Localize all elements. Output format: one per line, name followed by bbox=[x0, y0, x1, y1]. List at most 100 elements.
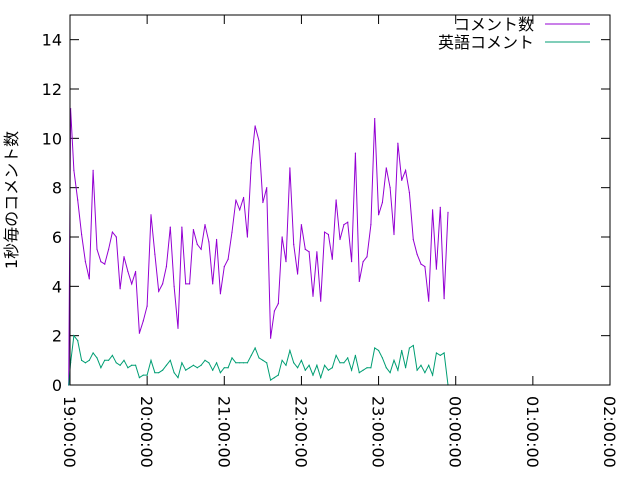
series-0-point-2 bbox=[73, 169, 75, 171]
series-0-point-87 bbox=[401, 179, 403, 181]
series-1-point-97 bbox=[439, 354, 441, 356]
series-0-point-6 bbox=[88, 278, 90, 280]
series-0-point-96 bbox=[435, 268, 438, 270]
series-1-point-90 bbox=[412, 344, 414, 347]
series-0-point-12 bbox=[111, 231, 114, 233]
series-1-point-7 bbox=[92, 352, 94, 354]
series-1-point-40 bbox=[219, 372, 222, 374]
series-0-point-72 bbox=[343, 224, 345, 226]
series-1-point-54 bbox=[273, 377, 276, 379]
series-0-point-7 bbox=[92, 169, 94, 171]
x-tick-label: 21:00:00 bbox=[214, 396, 233, 468]
series-1-point-11 bbox=[107, 359, 110, 361]
series-1-point-57 bbox=[285, 364, 287, 366]
series-1-point-10 bbox=[104, 359, 106, 361]
series-1-point-46 bbox=[242, 362, 245, 364]
series-1-point-69 bbox=[331, 367, 333, 369]
series-0-point-52 bbox=[266, 187, 268, 189]
series-0-point-29 bbox=[177, 327, 179, 329]
series-1-point-53 bbox=[269, 379, 272, 381]
series-1-point-24 bbox=[158, 372, 160, 374]
series-1-point-59 bbox=[293, 362, 295, 364]
series-0-point-20 bbox=[142, 320, 144, 322]
series-0-point-61 bbox=[300, 224, 303, 226]
series-1-point-83 bbox=[385, 367, 387, 369]
series-1-point-95 bbox=[431, 374, 434, 376]
series-1-point-85 bbox=[393, 359, 395, 361]
series-1-point-15 bbox=[123, 359, 125, 361]
series-0-point-90 bbox=[412, 238, 414, 241]
series-1-point-35 bbox=[200, 364, 202, 366]
series-0-point-17 bbox=[131, 283, 133, 285]
series-1-point-76 bbox=[358, 372, 360, 374]
series-0-point-91 bbox=[416, 253, 418, 255]
series-0-point-97 bbox=[439, 206, 441, 208]
legend-label-0: コメント数 bbox=[454, 15, 534, 34]
series-1-point-61 bbox=[300, 359, 303, 361]
series-0-point-59 bbox=[293, 243, 295, 245]
series-1-point-27 bbox=[169, 359, 171, 361]
series-1-point-16 bbox=[127, 367, 129, 369]
series-0-point-77 bbox=[362, 261, 364, 263]
series-1-point-20 bbox=[142, 374, 144, 376]
series-1-point-64 bbox=[312, 374, 314, 376]
series-1-point-23 bbox=[154, 372, 156, 374]
series-0-point-62 bbox=[304, 248, 306, 250]
series-1-point-4 bbox=[80, 359, 83, 361]
y-tick-label: 0 bbox=[52, 376, 62, 395]
series-0-point-9 bbox=[100, 261, 102, 263]
x-tick-label: 22:00:00 bbox=[291, 396, 310, 468]
series-1-point-41 bbox=[223, 367, 225, 369]
series-0-point-53 bbox=[269, 337, 272, 339]
x-tick-label: 01:00:00 bbox=[523, 396, 542, 468]
series-0-point-37 bbox=[208, 241, 210, 243]
y-tick-label: 12 bbox=[42, 80, 62, 99]
series-1-point-19 bbox=[138, 377, 141, 379]
series-0-point-15 bbox=[123, 256, 125, 258]
series-1-point-51 bbox=[262, 359, 264, 361]
series-0-point-26 bbox=[165, 266, 168, 268]
series-1-point-34 bbox=[196, 367, 198, 369]
series-1-point-84 bbox=[389, 372, 391, 374]
series-1-point-67 bbox=[323, 364, 326, 366]
series-1-point-65 bbox=[316, 364, 318, 366]
series-0-point-88 bbox=[404, 169, 407, 171]
series-lines bbox=[68, 108, 449, 386]
series-1-point-0 bbox=[68, 384, 70, 386]
legend-label-1: 英語コメント bbox=[438, 33, 534, 52]
series-1-point-56 bbox=[281, 359, 283, 361]
series-1-point-93 bbox=[424, 372, 426, 374]
series-1-point-48 bbox=[250, 354, 252, 356]
series-1-point-45 bbox=[239, 362, 241, 364]
series-0-point-95 bbox=[431, 209, 434, 211]
series-1-point-43 bbox=[231, 357, 233, 359]
series-1-point-5 bbox=[84, 362, 87, 364]
y-tick-label: 6 bbox=[52, 228, 62, 247]
series-1-point-14 bbox=[119, 364, 121, 366]
series-0-point-85 bbox=[393, 233, 395, 236]
series-0-point-39 bbox=[215, 238, 218, 241]
series-0-point-10 bbox=[104, 263, 106, 265]
series-1-point-31 bbox=[185, 369, 187, 371]
x-tick-label: 23:00:00 bbox=[369, 396, 388, 468]
series-0-point-51 bbox=[262, 201, 264, 204]
series-0-point-80 bbox=[374, 118, 376, 120]
series-1-point-26 bbox=[165, 364, 168, 366]
series-0-point-66 bbox=[320, 300, 322, 302]
series-1-point-3 bbox=[77, 340, 79, 342]
series-0-point-25 bbox=[161, 283, 164, 285]
series-0-point-55 bbox=[277, 303, 279, 305]
series-1-point-30 bbox=[181, 362, 183, 364]
series-0-point-98 bbox=[443, 298, 445, 300]
series-0-point-11 bbox=[107, 248, 110, 250]
series-0-point-84 bbox=[389, 187, 391, 189]
series-0-point-27 bbox=[169, 226, 171, 228]
series-1-point-75 bbox=[354, 354, 357, 356]
series-0-point-19 bbox=[138, 332, 141, 334]
series-0-point-93 bbox=[424, 266, 426, 268]
series-1-point-81 bbox=[377, 349, 380, 352]
series-1-point-2 bbox=[73, 335, 75, 337]
series-1-point-77 bbox=[362, 369, 364, 371]
